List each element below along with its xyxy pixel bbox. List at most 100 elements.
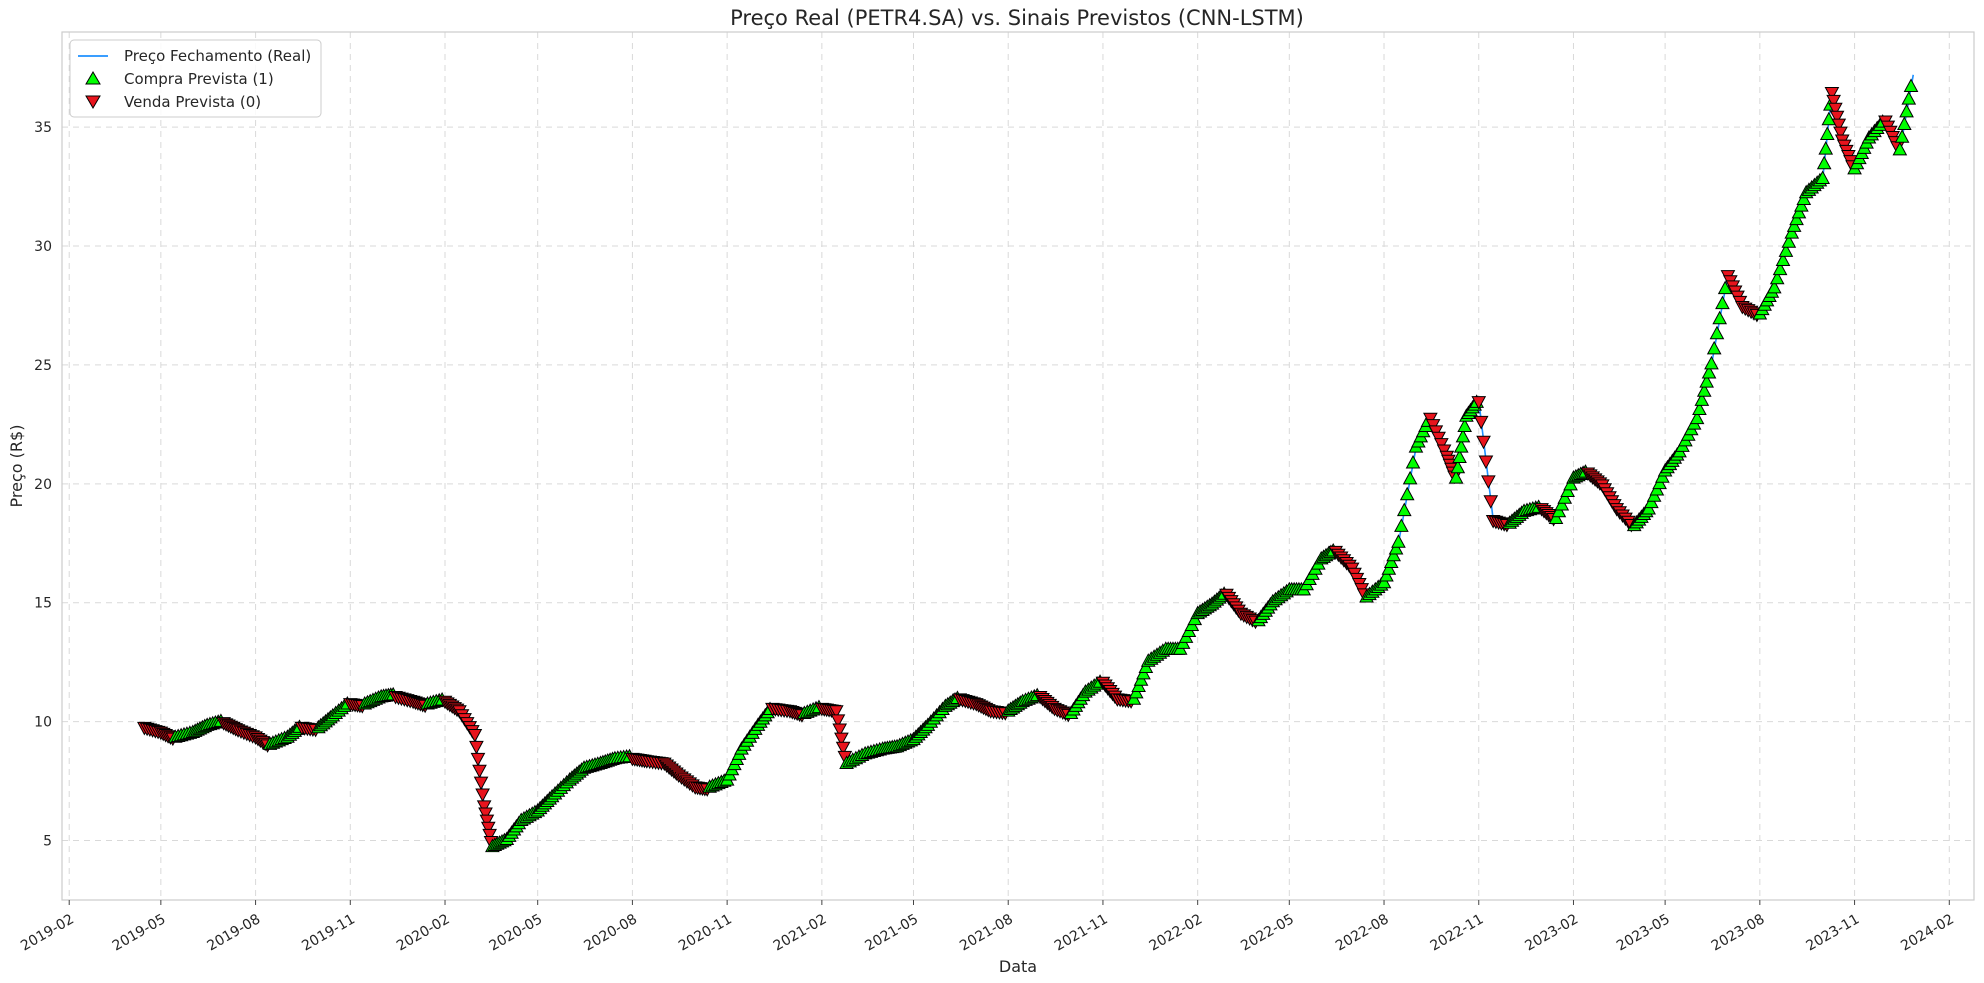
sell-signal-marker [1826, 94, 1841, 109]
legend-entry-price: Preço Fechamento (Real) [124, 47, 311, 65]
sell-signal-marker [475, 788, 490, 803]
buy-signal-marker [1376, 574, 1392, 589]
sell-signal-marker [467, 729, 483, 743]
buy-signal-marker [1896, 116, 1912, 131]
sell-signal-marker [472, 764, 487, 779]
buy-signal-marker [1548, 510, 1564, 525]
x-tick-label: 2021-11 [1052, 911, 1111, 954]
buy-signal-marker [1786, 218, 1802, 232]
sell-signal-marker [1831, 118, 1847, 133]
x-tick-label: 2020-02 [394, 911, 453, 954]
buy-signal-marker [1781, 234, 1797, 248]
sell-signal-marker [1473, 415, 1489, 430]
x-tick-label: 2019-02 [18, 911, 77, 954]
sell-signal-marker [476, 800, 492, 814]
axis-ticks: 2019-02 2019-05 2019-08 2019-11 2020-02 2020-… [18, 120, 1957, 954]
buy-signal-marker [1701, 364, 1717, 379]
buy-signal-marker [1689, 410, 1705, 425]
x-tick-label: 2023-08 [1709, 911, 1768, 954]
x-tick-label: 2021-02 [771, 911, 830, 954]
buy-signal-marker [1789, 211, 1804, 226]
buy-signal-marker [1901, 91, 1917, 105]
sell-signal-marker [1828, 102, 1843, 117]
sell-signal-marker [1829, 110, 1845, 125]
buy-signal-marker [1769, 270, 1785, 285]
x-tick-label: 2021-08 [957, 911, 1016, 954]
series-layer [144, 74, 1915, 849]
legend-entry-buy: Compra Prevista (1) [124, 70, 274, 88]
chart-title: Preço Real (PETR4.SA) vs. Sinais Previst… [730, 6, 1304, 30]
buy-signal-marker [1816, 155, 1832, 170]
sell-signal-marker [482, 828, 497, 843]
legend-buy-marker [85, 71, 101, 85]
buy-signal-marker [1402, 470, 1418, 485]
buy-signal-marker [1399, 486, 1415, 501]
buy-signal-marker [1381, 561, 1397, 575]
sell-signal-marker [469, 740, 484, 755]
plot-area [61, 31, 1975, 901]
buy-signal-marker [1819, 126, 1835, 140]
buy-signal-marker [1391, 534, 1406, 548]
buy-signal-marker [1388, 540, 1404, 555]
buy-signal-marker [1818, 141, 1834, 155]
buy-signal-marker [1794, 198, 1809, 212]
legend-box [69, 39, 322, 118]
buy-signal-marker [1455, 428, 1471, 443]
buy-signal-marker [1815, 170, 1830, 184]
x-tick-label: 2022-02 [1147, 911, 1206, 954]
buy-signal-marker [1450, 459, 1466, 474]
x-tick-label: 2019-05 [110, 911, 169, 954]
sell-signal-marker [1833, 126, 1848, 141]
signal-markers [137, 78, 1919, 853]
buy-signal-marker [1379, 567, 1394, 582]
x-tick-label: 2023-02 [1522, 911, 1581, 954]
x-tick-label: 2021-05 [862, 911, 921, 954]
legend-entry-sell: Venda Prevista (0) [124, 93, 261, 111]
sell-signal-marker [830, 714, 846, 728]
buy-signal-marker [1699, 374, 1714, 388]
buy-signal-marker [1775, 252, 1791, 266]
sell-signal-marker [480, 821, 496, 836]
buy-signal-marker [1796, 191, 1812, 205]
grid-layer [62, 32, 1974, 900]
legend: Preço Fechamento (Real) Compra Prevista … [69, 39, 322, 118]
buy-signal-marker [1766, 279, 1782, 294]
sell-signal-marker [1483, 495, 1499, 509]
x-tick-label: 2019-11 [299, 911, 358, 954]
buy-signal-marker [1554, 496, 1570, 511]
y-tick-label: 10 [34, 715, 52, 731]
sell-signal-marker [1478, 455, 1494, 470]
x-axis-label: Data [999, 957, 1037, 976]
sell-signal-marker [1481, 475, 1496, 489]
x-tick-label: 2022-11 [1428, 911, 1487, 954]
buy-signal-marker [1448, 470, 1464, 484]
buy-signal-marker [1696, 383, 1712, 397]
sell-signal-marker [834, 732, 849, 747]
buy-signal-marker [1892, 141, 1908, 156]
price-line [144, 74, 1915, 849]
x-tick-label: 2023-05 [1614, 911, 1673, 954]
legend-sell-marker [85, 95, 101, 109]
x-tick-label: 2024-02 [1898, 911, 1957, 954]
buy-signal-marker [1903, 78, 1919, 92]
y-tick-label: 30 [34, 239, 52, 255]
sell-signal-marker [1471, 396, 1487, 410]
x-tick-label: 2023-11 [1804, 911, 1863, 954]
x-tick-label: 2022-05 [1238, 911, 1297, 954]
y-tick-label: 25 [34, 358, 52, 374]
buy-signal-marker [1560, 483, 1575, 498]
buy-signal-marker [1453, 439, 1469, 453]
x-tick-label: 2019-08 [205, 911, 264, 954]
buy-signal-marker [1692, 401, 1707, 416]
sell-signal-marker [1476, 435, 1491, 450]
buy-signal-marker [1394, 518, 1409, 532]
buy-signal-marker [1706, 340, 1722, 355]
buy-signal-marker [1899, 103, 1914, 118]
x-tick-label: 2020-08 [581, 911, 640, 954]
buy-signal-marker [1784, 225, 1800, 239]
buy-signal-marker [1709, 325, 1725, 340]
buy-signal-marker [1772, 261, 1788, 276]
y-tick-label: 5 [43, 834, 52, 850]
buy-signal-marker [1778, 243, 1794, 257]
sell-signal-marker [832, 723, 848, 738]
